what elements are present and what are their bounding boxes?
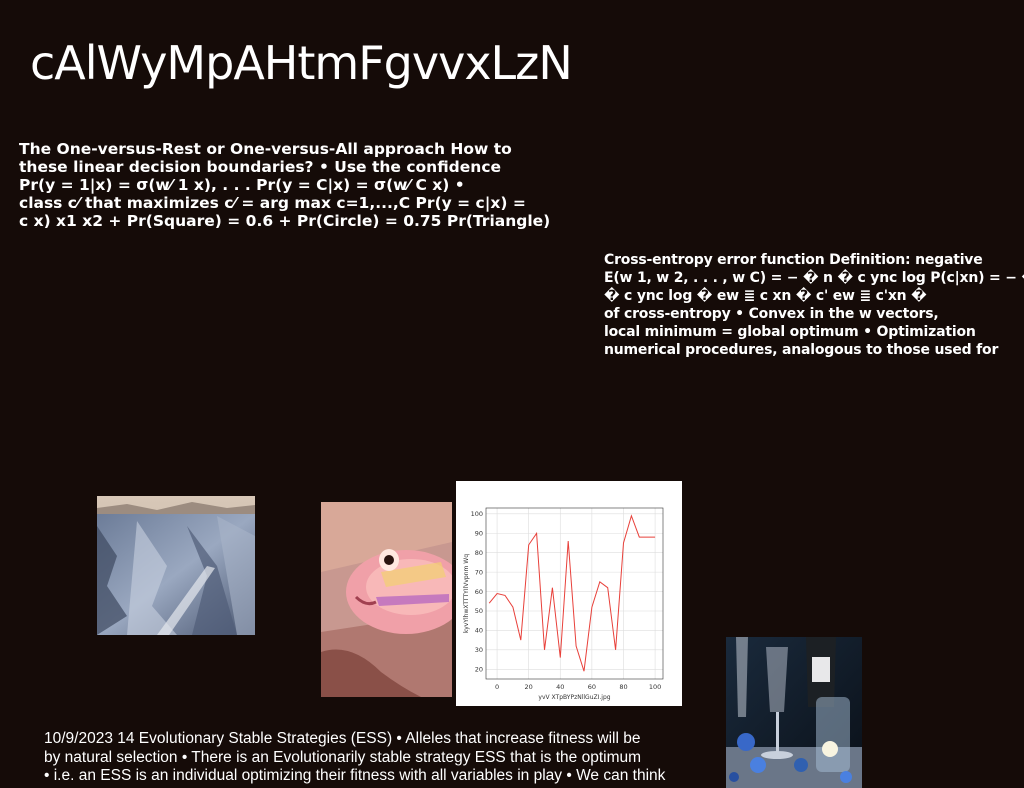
landscape-photo xyxy=(97,496,255,635)
text-line: of cross-entropy • Convex in the w vecto… xyxy=(604,306,939,322)
text-block-ess: 10/9/2023 14 Evolutionary Stable Strateg… xyxy=(44,730,704,786)
text-line: Pr(y = 1|x) = σ(w⁄ 1 x), . . . Pr(y = C|… xyxy=(19,176,465,194)
fish-photo xyxy=(321,502,452,697)
y-tick-label: 30 xyxy=(475,646,483,654)
text-line: local minimum = global optimum • Optimiz… xyxy=(604,324,976,340)
plot-frame xyxy=(485,507,664,680)
y-tick-label: 90 xyxy=(475,529,483,537)
line-chart-svg: 0 20 40 60 80 100 20 30 40 50 60 70 80 90 100 yvV XTpBY… xyxy=(463,507,664,701)
y-tick-label: 40 xyxy=(475,627,483,635)
x-tick-label: 60 xyxy=(588,683,596,691)
y-tick-label: 50 xyxy=(475,607,483,615)
y-tick-label: 80 xyxy=(475,549,483,557)
text-line: c x) x1 x2 + Pr(Square) = 0.6 + Pr(Circl… xyxy=(19,212,551,230)
text-block-one-vs-rest: The One-versus-Rest or One-versus-All ap… xyxy=(19,140,589,230)
line-chart: 0 20 40 60 80 100 20 30 40 50 60 70 80 90 100 yvV XTpBY… xyxy=(456,481,682,706)
text-line: numerical procedures, analogous to those… xyxy=(604,342,999,358)
x-tick-label: 80 xyxy=(619,683,627,691)
text-line: by natural selection • There is an Evolu… xyxy=(44,748,642,766)
text-block-cross-entropy: Cross-entropy error function Definition:… xyxy=(604,251,1024,359)
glasses-photo xyxy=(726,637,862,788)
y-tick-label: 60 xyxy=(475,588,483,596)
text-line: The One-versus-Rest or One-versus-All ap… xyxy=(19,140,512,158)
slide-title: cAlWyMpAHtmFgvvxLzN xyxy=(30,36,573,90)
x-tick-label: 0 xyxy=(495,683,499,691)
y-tick-label: 100 xyxy=(471,510,483,518)
text-line: class c⁄ that maximizes c⁄ = arg max c=1… xyxy=(19,194,526,212)
text-line: these linear decision boundaries? • Use … xyxy=(19,158,502,176)
text-line: E(w 1, w 2, . . . , w C) = − � n � c ync… xyxy=(604,270,1024,286)
text-line: 10/9/2023 14 Evolutionary Stable Strateg… xyxy=(44,730,641,747)
y-axis-label: kyvYlhwXTTTYIlVvpnm Wq xyxy=(463,554,470,633)
text-line: � c ync log � ew ≣ c xn � c' ew ≣ c'xn � xyxy=(604,288,927,304)
x-tick-label: 40 xyxy=(556,683,564,691)
y-tick-label: 20 xyxy=(475,665,483,673)
text-line: Cross-entropy error function Definition:… xyxy=(604,252,983,268)
series-line xyxy=(488,514,656,672)
y-tick-label: 70 xyxy=(475,568,483,576)
text-line: • i.e. an ESS is an individual optimizin… xyxy=(44,767,666,784)
x-axis-label: yvV XTpBYPzNllGuZI.jpg xyxy=(538,694,610,701)
x-tick-label: 20 xyxy=(525,683,533,691)
x-tick-label: 100 xyxy=(649,683,661,691)
